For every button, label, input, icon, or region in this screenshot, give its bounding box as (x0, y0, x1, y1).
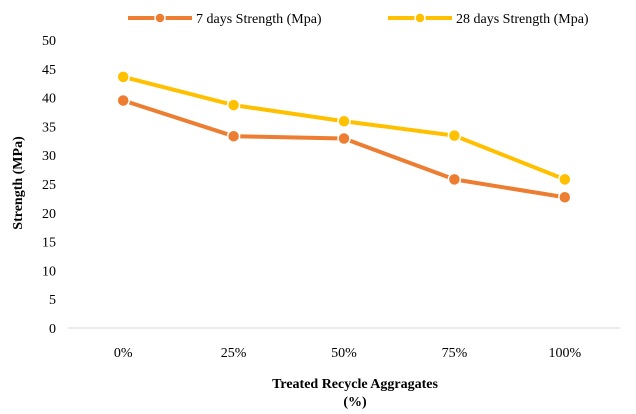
legend-label: 7 days Strength (Mpa) (196, 12, 322, 27)
data-point (447, 128, 462, 143)
x-axis-title-unit: (%) (343, 395, 367, 410)
x-tick-label: 50% (331, 346, 357, 361)
y-axis-title: Strength (MPa) (11, 136, 26, 230)
y-tick-label: 20 (42, 207, 56, 222)
y-tick-label: 50 (42, 34, 56, 49)
y-tick-label: 0 (49, 322, 56, 337)
y-tick-label: 30 (42, 149, 56, 164)
data-point (337, 114, 351, 128)
y-axis-ticks: 0 5 10 15 20 25 30 35 40 45 50 (42, 34, 56, 337)
y-tick-label: 45 (42, 63, 56, 78)
series-layer (116, 70, 572, 204)
x-tick-label: 100% (548, 346, 581, 361)
y-tick-label: 10 (42, 264, 56, 279)
legend-marker (414, 12, 426, 24)
data-point (116, 70, 130, 84)
y-tick-label: 35 (42, 120, 56, 135)
y-tick-label: 40 (42, 92, 56, 107)
data-point (558, 190, 572, 204)
y-tick-label: 25 (42, 178, 56, 193)
series-line (121, 74, 567, 182)
y-tick-label: 15 (42, 236, 56, 251)
x-axis-title: Treated Recycle Aggragates (272, 377, 438, 392)
x-tick-label: 25% (221, 346, 247, 361)
x-tick-label: 0% (114, 346, 133, 361)
data-point (226, 98, 241, 112)
data-point (447, 172, 462, 187)
data-point (116, 93, 130, 108)
data-point (337, 131, 351, 146)
x-tick-label: 75% (442, 346, 468, 361)
x-axis-ticks: 0% 25% 50% 75% 100% (114, 346, 582, 361)
data-point (226, 129, 241, 143)
legend-marker (154, 12, 166, 24)
legend-label: 28 days Strength (Mpa) (456, 12, 589, 27)
data-point (558, 172, 572, 187)
y-tick-label: 5 (49, 293, 56, 308)
legend: 7 days Strength (Mpa) 28 days Strength (M… (128, 12, 589, 27)
